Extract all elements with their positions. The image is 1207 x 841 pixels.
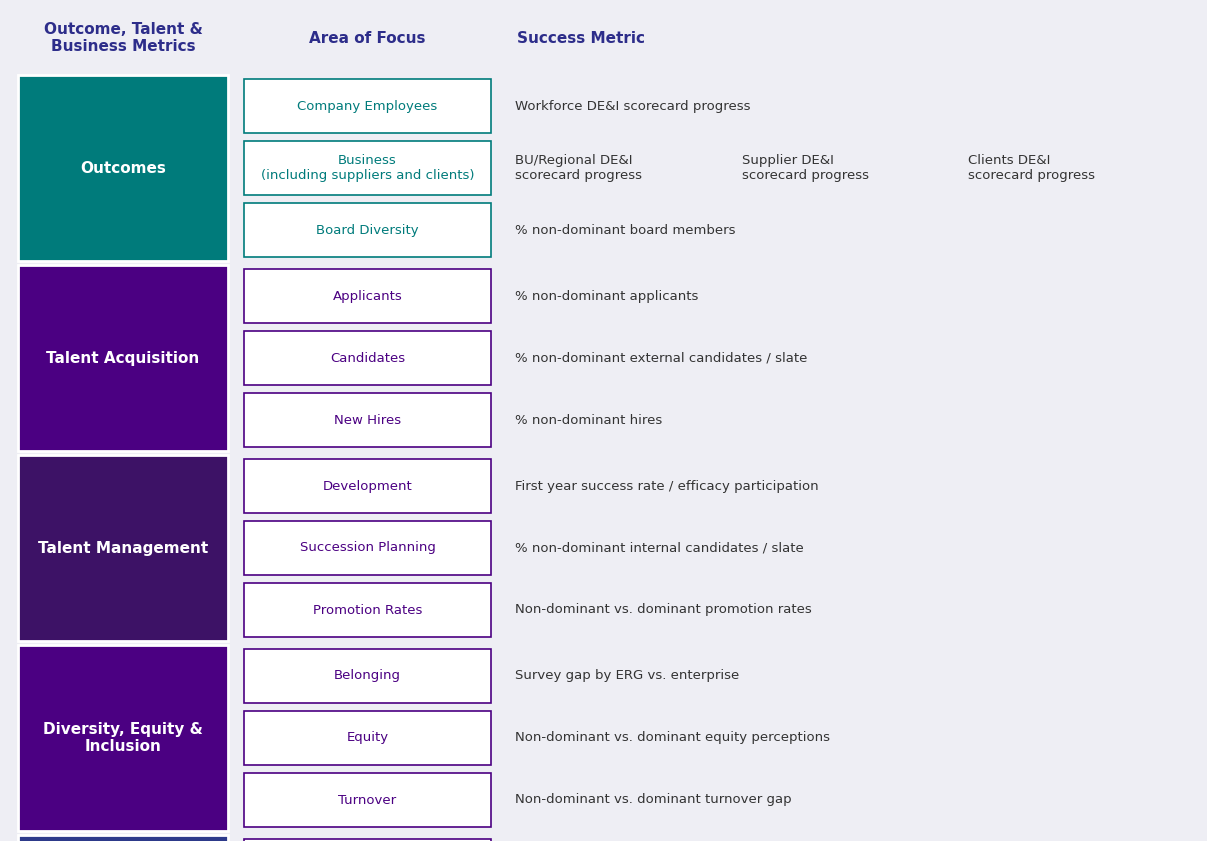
- Text: Company Employees: Company Employees: [297, 99, 438, 113]
- Text: Talent Acquisition: Talent Acquisition: [46, 351, 199, 366]
- Bar: [244, 141, 491, 195]
- Bar: [244, 393, 491, 447]
- Bar: [244, 649, 491, 703]
- Text: Board Diversity: Board Diversity: [316, 224, 419, 236]
- Bar: [244, 269, 491, 323]
- Bar: [244, 773, 491, 827]
- Text: Non-dominant vs. dominant turnover gap: Non-dominant vs. dominant turnover gap: [515, 794, 792, 807]
- Text: Talent Management: Talent Management: [37, 541, 208, 556]
- Text: % non-dominant applicants: % non-dominant applicants: [515, 289, 699, 303]
- Bar: [244, 203, 491, 257]
- Text: Applicants: Applicants: [333, 289, 402, 303]
- Text: New Hires: New Hires: [334, 414, 401, 426]
- Bar: [244, 459, 491, 513]
- Bar: [244, 711, 491, 765]
- Text: Non-dominant vs. dominant equity perceptions: Non-dominant vs. dominant equity percept…: [515, 732, 830, 744]
- Bar: [18, 645, 228, 831]
- Bar: [244, 839, 491, 841]
- Text: Survey gap by ERG vs. enterprise: Survey gap by ERG vs. enterprise: [515, 669, 739, 683]
- Text: Workforce DE&I scorecard progress: Workforce DE&I scorecard progress: [515, 99, 751, 113]
- Text: Area of Focus: Area of Focus: [309, 30, 426, 45]
- Text: Turnover: Turnover: [338, 794, 397, 807]
- Text: Success Metric: Success Metric: [517, 30, 645, 45]
- Text: First year success rate / efficacy participation: First year success rate / efficacy parti…: [515, 479, 818, 493]
- Bar: [18, 265, 228, 451]
- Text: Diversity, Equity &
Inclusion: Diversity, Equity & Inclusion: [43, 722, 203, 754]
- Text: Outcome, Talent &
Business Metrics: Outcome, Talent & Business Metrics: [43, 22, 203, 54]
- Bar: [18, 835, 228, 841]
- Bar: [244, 79, 491, 133]
- Text: % non-dominant hires: % non-dominant hires: [515, 414, 663, 426]
- Text: Equity: Equity: [346, 732, 389, 744]
- Bar: [244, 583, 491, 637]
- Text: Supplier DE&I
scorecard progress: Supplier DE&I scorecard progress: [741, 154, 869, 182]
- Text: Promotion Rates: Promotion Rates: [313, 604, 422, 616]
- Text: Belonging: Belonging: [334, 669, 401, 683]
- Text: Succession Planning: Succession Planning: [299, 542, 436, 554]
- Text: % non-dominant board members: % non-dominant board members: [515, 224, 735, 236]
- Bar: [18, 75, 228, 261]
- Bar: [244, 521, 491, 575]
- Bar: [244, 331, 491, 385]
- Text: Non-dominant vs. dominant promotion rates: Non-dominant vs. dominant promotion rate…: [515, 604, 812, 616]
- Text: Development: Development: [322, 479, 413, 493]
- Text: Outcomes: Outcomes: [80, 161, 165, 176]
- Text: % non-dominant internal candidates / slate: % non-dominant internal candidates / sla…: [515, 542, 804, 554]
- Bar: [18, 455, 228, 641]
- Text: Clients DE&I
scorecard progress: Clients DE&I scorecard progress: [968, 154, 1095, 182]
- Text: BU/Regional DE&I
scorecard progress: BU/Regional DE&I scorecard progress: [515, 154, 642, 182]
- Text: Candidates: Candidates: [330, 352, 406, 364]
- Text: Business
(including suppliers and clients): Business (including suppliers and client…: [261, 154, 474, 182]
- Text: % non-dominant external candidates / slate: % non-dominant external candidates / sla…: [515, 352, 807, 364]
